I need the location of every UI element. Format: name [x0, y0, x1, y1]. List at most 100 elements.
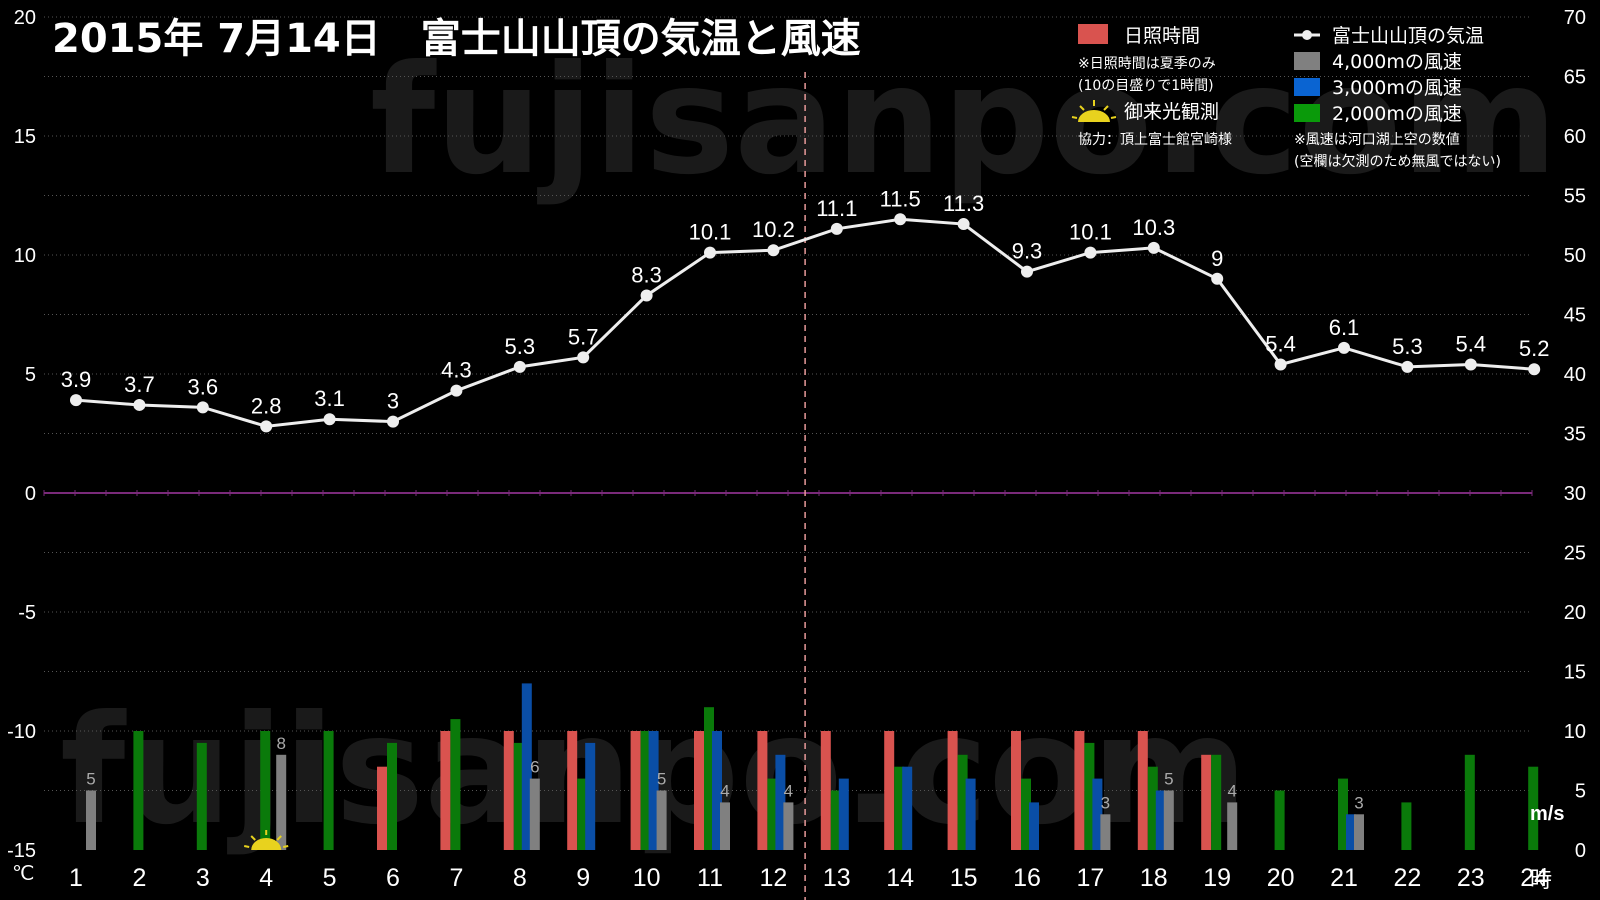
legend: 日照時間 ※日照時間は夏季のみ (10の目盛りで1時間) 御来光観測 協力：頂上…	[1071, 24, 1501, 170]
wind-2000-bar	[957, 754, 968, 850]
chart-title: 2015年 7月14日 富士山山頂の気温と風速	[52, 16, 861, 62]
temperature-data-label: 4.3	[441, 358, 472, 383]
legend-sunshine-note1: ※日照時間は夏季のみ	[1078, 56, 1216, 72]
sunshine-bar	[884, 731, 895, 850]
sunrise-icon-ray	[250, 835, 256, 841]
wind-3000-bar	[1155, 790, 1166, 850]
right-tick-label: 35	[1564, 424, 1586, 446]
wind-3000-bar	[648, 731, 659, 850]
temperature-data-label: 8.3	[631, 262, 662, 287]
wind-4000-label: 5	[657, 770, 666, 789]
left-tick-label: 0	[25, 483, 36, 505]
sunshine-bar	[1011, 731, 1021, 850]
x-tick-label: 2	[132, 864, 146, 892]
wind-2000-bar	[894, 766, 905, 850]
x-tick-label: 13	[823, 864, 851, 892]
legend-w3000-label: 3,000mの風速	[1332, 77, 1462, 99]
x-tick-label: 9	[576, 864, 590, 892]
wind-2000-bar	[704, 707, 714, 850]
wind-2000-bar	[133, 731, 144, 850]
legend-sunshine-note2: (10の目盛りで1時間)	[1078, 78, 1214, 94]
wind-3000-bar	[585, 742, 596, 850]
wind-4000-label: 3	[1101, 793, 1110, 812]
wind-3000-bar	[521, 683, 532, 850]
wind-3000-bar	[1092, 778, 1103, 850]
temperature-point	[133, 398, 146, 411]
wind-3000-bar	[712, 731, 722, 850]
right-tick-label: 50	[1564, 245, 1586, 267]
wind-2000-bar	[450, 719, 461, 850]
temperature-data-label: 5.4	[1456, 331, 1487, 356]
temperature-data-label: 5.4	[1265, 331, 1296, 356]
temperature-point	[1211, 272, 1224, 285]
wind-4000-bar	[656, 790, 667, 850]
temperature-point	[1274, 358, 1287, 371]
x-tick-label: 15	[950, 864, 978, 892]
temperature-point	[704, 246, 716, 259]
wind-4000-bar	[783, 802, 794, 850]
sunshine-bar	[567, 731, 578, 850]
legend-wind-note2: (空欄は欠測のため無風ではない)	[1294, 154, 1501, 170]
temperature-data-label: 3.1	[314, 386, 345, 411]
wind-3000-bar	[902, 766, 913, 850]
sunrise-icon-ray	[276, 835, 282, 841]
wind-2000-bar	[1464, 754, 1475, 850]
temperature-data-label: 11.3	[943, 191, 984, 216]
legend-w2000-label: 2,000mの風速	[1332, 103, 1462, 125]
temperature-point	[196, 401, 209, 414]
temperature-data-label: 5.3	[1392, 334, 1423, 359]
wind-2000-bar	[1084, 742, 1095, 850]
temperature-point	[1338, 341, 1350, 354]
temperature-data-label: 9.3	[1012, 239, 1043, 264]
temperature-point	[1084, 246, 1097, 259]
temperature-point	[1464, 358, 1477, 371]
sunrise-icon-ray	[244, 845, 250, 848]
wind-3000-bar	[838, 778, 849, 850]
watermark-top: fujisanpo.com	[370, 34, 1558, 208]
wind-3000-bar	[965, 778, 976, 850]
wind-4000-bar	[720, 802, 730, 850]
x-tick-label: 16	[1013, 864, 1041, 892]
legend-credit: 協力：頂上富士館宮崎様	[1078, 131, 1232, 148]
right-tick-label: 0	[1575, 840, 1586, 862]
sunrise-icon-sun	[251, 838, 282, 850]
temperature-data-label: 3.6	[188, 374, 219, 399]
sunshine-bar	[1137, 731, 1148, 850]
x-tick-label: 22	[1393, 864, 1421, 892]
sunshine-bar	[1201, 754, 1212, 850]
left-tick-label: 15	[14, 126, 36, 148]
x-tick-label: 3	[196, 864, 210, 892]
wind-4000-bar	[276, 754, 287, 850]
temperature-data-label: 5.3	[505, 334, 536, 359]
legend-sunshine-label: 日照時間	[1124, 25, 1200, 47]
temperature-data-label: 3.7	[124, 372, 155, 397]
temperature-point	[957, 218, 970, 231]
temperature-data-label: 2.8	[251, 393, 282, 418]
legend-swatch-w3000	[1294, 78, 1320, 96]
temperature-point	[70, 394, 82, 407]
x-tick-label: 11	[697, 864, 723, 892]
wind-4000-bar	[1163, 790, 1174, 850]
wind-3000-bar	[775, 754, 786, 850]
legend-sunrise-label: 御来光観測	[1124, 101, 1219, 123]
wind-2000-bar	[1528, 766, 1539, 850]
wind-2000-bar	[323, 731, 334, 850]
left-tick-label: -15	[7, 840, 36, 862]
legend-swatch-sunshine	[1078, 24, 1108, 44]
temperature-data-label: 10.2	[752, 217, 795, 242]
right-tick-label: 65	[1564, 67, 1586, 89]
x-tick-label: 1	[69, 864, 83, 892]
temperature-point	[323, 413, 336, 426]
x-tick-label: 23	[1457, 864, 1485, 892]
wind-2000-bar	[1021, 778, 1031, 850]
temperature-data-label: 10.3	[1132, 215, 1175, 240]
temperature-point	[640, 289, 653, 302]
right-tick-label: 60	[1564, 126, 1586, 148]
temperature-point	[1021, 265, 1033, 278]
x-axis: 1 2 3 4 5 6 7 8 9 10 11 12 13 14 15 16 17 18 19 20 21 22 23 24	[69, 864, 1548, 892]
wind-2000-bar	[387, 742, 397, 850]
legend-temp-label: 富士山山頂の気温	[1332, 25, 1484, 47]
temperature-point	[1147, 241, 1160, 254]
